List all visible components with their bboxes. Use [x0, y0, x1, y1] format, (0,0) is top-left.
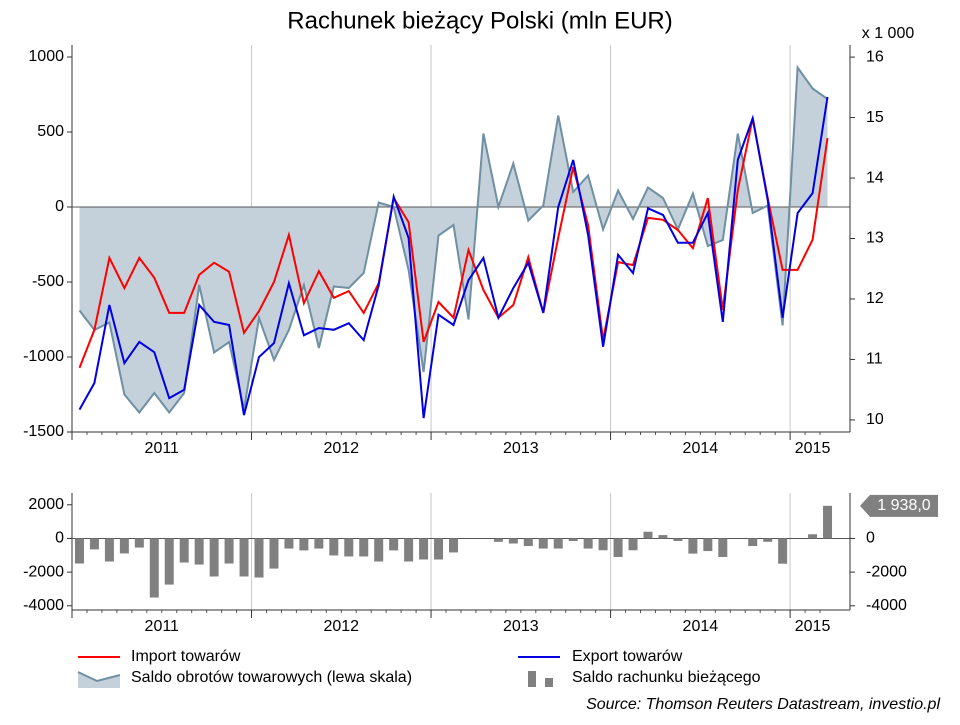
bar	[374, 538, 384, 562]
bar	[643, 531, 653, 539]
bar	[598, 538, 608, 551]
y-tick-label: 2000	[28, 496, 64, 513]
bar	[493, 538, 503, 542]
bar	[389, 538, 399, 551]
x-tick-label: 2013	[503, 618, 539, 635]
y2-tick-label: 0	[866, 530, 875, 547]
x-tick-label: 2014	[683, 618, 719, 635]
bar	[673, 538, 683, 541]
legend-swatch	[78, 672, 120, 688]
source: Source: Thomson Reuters Datastream, inve…	[586, 696, 940, 713]
legend-label: Import towarów	[131, 648, 241, 665]
legend-label: Saldo rachunku bieżącego	[572, 669, 761, 686]
y-tick-label: 0	[55, 530, 64, 547]
x-tick-label: 2015	[795, 440, 831, 457]
y2-tick-label: -4000	[866, 597, 907, 614]
bar	[808, 534, 818, 539]
y2-tick-label: 15	[866, 109, 884, 126]
bar	[508, 538, 518, 544]
x-tick-label: 2015	[795, 618, 831, 635]
bar	[703, 538, 713, 552]
y-tick-label: 1000	[28, 48, 64, 65]
bar	[164, 538, 174, 585]
bar	[658, 535, 668, 539]
y2-tick-label: 11	[866, 351, 883, 368]
bar	[823, 505, 833, 539]
line-series	[78, 96, 829, 419]
bar	[284, 538, 294, 549]
bar	[179, 538, 189, 563]
y2-tick-label: 12	[866, 290, 884, 307]
y2-tick-label: 13	[866, 230, 884, 247]
y-tick-label: -2000	[23, 563, 64, 580]
bar	[778, 538, 788, 564]
x-tick-label: 2014	[683, 440, 719, 457]
x-tick-label: 2012	[323, 618, 359, 635]
y-tick-label: -4000	[23, 597, 64, 614]
legend-label: Export towarów	[572, 648, 683, 665]
line-series	[78, 117, 829, 369]
bar	[763, 538, 773, 542]
bar	[89, 538, 99, 550]
y-tick-label: -500	[32, 273, 64, 290]
x-tick-label: 2013	[503, 440, 539, 457]
bar	[329, 538, 339, 556]
area-line	[78, 64, 829, 415]
bar	[299, 538, 309, 551]
bar	[104, 538, 114, 562]
bar	[568, 538, 578, 541]
y-tick-label: 500	[37, 123, 64, 140]
bar	[239, 538, 249, 577]
bar	[209, 538, 219, 577]
value-label: 1 938,0	[877, 497, 930, 514]
bar	[688, 538, 698, 554]
y-tick-label: 0	[55, 198, 64, 215]
y-tick-label: -1000	[23, 348, 64, 365]
bar	[119, 538, 129, 554]
bar	[583, 538, 593, 549]
bar	[718, 538, 728, 557]
bar	[344, 538, 354, 557]
legend-label: Saldo obrotów towarowych (lewa skala)	[131, 669, 412, 686]
bar	[523, 538, 533, 547]
legend-swatch	[528, 671, 536, 687]
chart-title: Rachunek bieżący Polski (mln EUR)	[287, 7, 672, 34]
x-tick-label: 2012	[323, 440, 359, 457]
legend-swatch	[77, 671, 121, 683]
bar	[74, 538, 84, 564]
bar	[194, 538, 204, 565]
bar	[613, 538, 623, 557]
bar	[748, 538, 758, 547]
bar	[314, 538, 324, 549]
bar	[449, 538, 458, 553]
bar	[434, 538, 444, 560]
bar	[134, 538, 144, 548]
x-tick-label: 2011	[145, 618, 180, 635]
bar	[224, 538, 234, 564]
bar	[404, 538, 414, 562]
bar	[359, 538, 369, 557]
bar	[254, 538, 264, 578]
legend-swatch	[545, 678, 553, 687]
y2-tick-label: 14	[866, 169, 884, 186]
value-callout	[860, 494, 938, 517]
y2-tick-label: 10	[866, 411, 884, 428]
y2-tick-label: 16	[866, 48, 884, 65]
bar	[149, 538, 159, 598]
y-tick-label: -1500	[23, 423, 64, 440]
y2-tick-label: -2000	[866, 563, 907, 580]
bar	[269, 538, 279, 569]
x-tick-label: 2011	[145, 440, 180, 457]
bar	[628, 538, 638, 551]
bar	[553, 538, 563, 549]
y2-axis-unit: x 1 000	[862, 25, 915, 42]
bar	[419, 538, 429, 560]
bar	[538, 538, 548, 549]
area-fill	[79, 67, 828, 413]
